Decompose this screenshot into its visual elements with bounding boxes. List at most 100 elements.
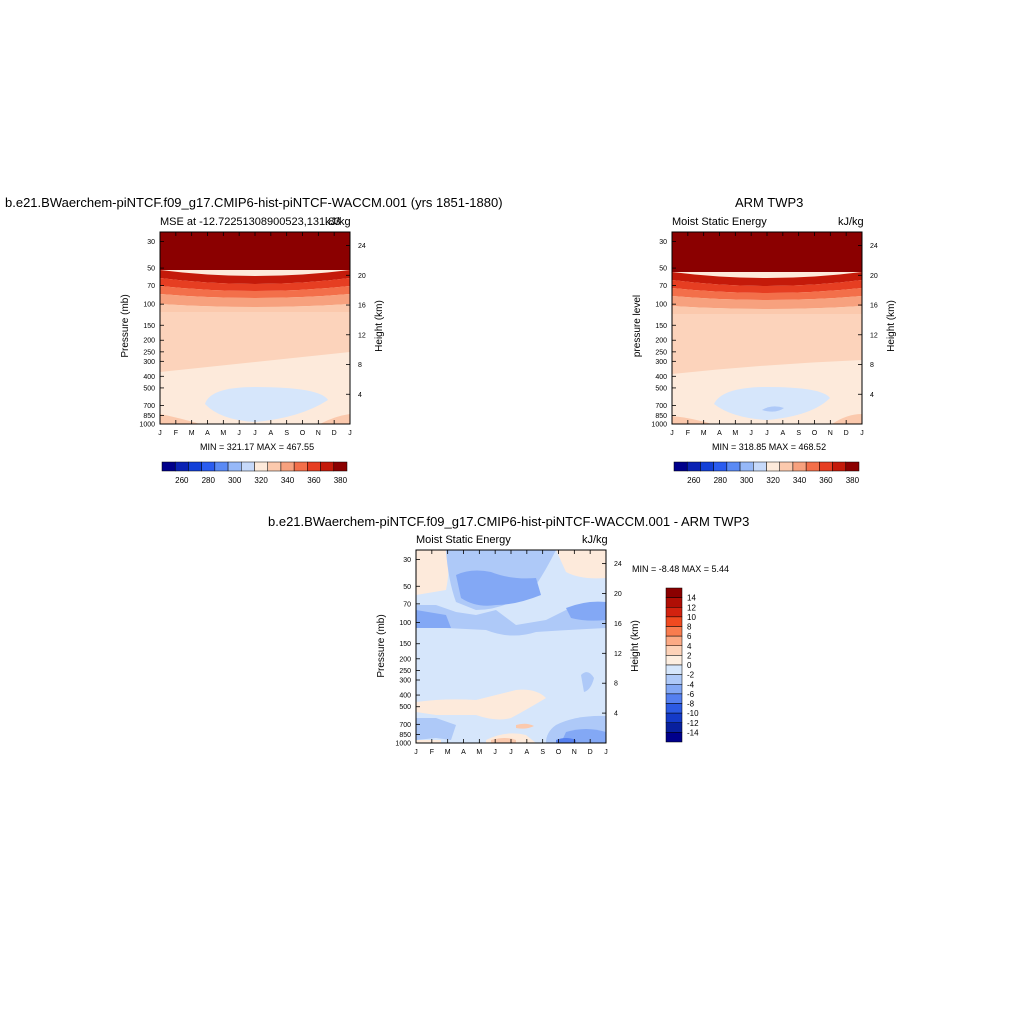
- y-tick-label: 150: [655, 323, 667, 330]
- colorbar-swatch: [792, 461, 807, 472]
- colorbar-label: -14: [687, 728, 699, 737]
- x-tick-label: N: [316, 430, 321, 437]
- x-tick-label: J: [158, 430, 162, 437]
- colorbar-swatch: [665, 693, 683, 704]
- colorbar-label: 10: [687, 613, 696, 622]
- y-tick-label: 250: [143, 349, 155, 356]
- colorbar-swatch: [766, 461, 780, 472]
- panel1-y2label: Height (km): [374, 300, 385, 352]
- x-tick-label: J: [670, 430, 674, 437]
- colorbar-swatch: [161, 461, 176, 472]
- y-tick-label: 150: [399, 641, 411, 648]
- y2-tick-label: 12: [870, 332, 878, 339]
- x-tick-label: N: [828, 430, 833, 437]
- y-tick-label: 200: [399, 656, 411, 663]
- x-tick-label: S: [284, 430, 289, 437]
- y2-tick-label: 12: [358, 332, 366, 339]
- x-tick-label: N: [572, 749, 577, 756]
- y-tick-label: 50: [147, 266, 155, 273]
- colorbar-label: 340: [793, 476, 807, 485]
- colorbar-swatch: [665, 664, 683, 675]
- x-tick-label: M: [476, 749, 482, 756]
- colorbar-swatch: [665, 674, 683, 685]
- x-tick-label: D: [588, 749, 593, 756]
- colorbar-label: 14: [687, 594, 696, 603]
- colorbar-label: 300: [228, 476, 242, 485]
- y-tick-label: 1000: [395, 741, 411, 748]
- panel2-units: kJ/kg: [838, 216, 864, 228]
- colorbar-swatch: [665, 703, 683, 714]
- y-tick-label: 500: [143, 385, 155, 392]
- panel2-left-label: Moist Static Energy: [672, 216, 767, 228]
- y2-tick-label: 4: [614, 711, 618, 718]
- x-tick-label: A: [524, 749, 529, 756]
- y2-tick-label: 24: [614, 561, 622, 568]
- colorbar-swatch: [673, 461, 688, 472]
- colorbar-label: -10: [687, 709, 699, 718]
- colorbar-swatch: [201, 461, 216, 472]
- x-tick-label: O: [812, 430, 818, 437]
- y2-tick-label: 8: [358, 362, 362, 369]
- colorbar-swatch: [739, 461, 754, 472]
- y-tick-label: 100: [399, 620, 411, 627]
- y-tick-label: 30: [403, 557, 411, 564]
- x-tick-label: J: [749, 430, 753, 437]
- y-tick-label: 700: [399, 722, 411, 729]
- colorbar-label: 280: [202, 476, 216, 485]
- x-tick-label: S: [540, 749, 545, 756]
- colorbar-swatch: [665, 597, 683, 608]
- colorbar-label: 4: [687, 642, 692, 651]
- colorbar-label: 380: [334, 476, 348, 485]
- colorbar-label: -6: [687, 690, 695, 699]
- colorbar-swatch: [665, 732, 683, 743]
- colorbar-label: 320: [766, 476, 780, 485]
- panel3-title: b.e21.BWaerchem-piNTCF.f09_g17.CMIP6-his…: [268, 514, 750, 529]
- colorbar-swatch: [665, 635, 683, 646]
- colorbar-swatch: [320, 461, 335, 472]
- colorbar-swatch: [333, 461, 348, 472]
- x-tick-label: J: [348, 430, 352, 437]
- y2-tick-label: 20: [870, 273, 878, 280]
- y-tick-label: 100: [143, 302, 155, 309]
- y-tick-label: 150: [143, 323, 155, 330]
- colorbar-swatch: [832, 461, 847, 472]
- colorbar-label: 300: [740, 476, 754, 485]
- colorbar-swatch: [665, 587, 683, 598]
- x-tick-label: D: [332, 430, 337, 437]
- x-tick-label: M: [732, 430, 738, 437]
- colorbar-label: 6: [687, 632, 692, 641]
- colorbar-label: 260: [687, 476, 701, 485]
- colorbar-swatch: [819, 461, 833, 472]
- y2-tick-label: 4: [358, 392, 362, 399]
- x-tick-label: M: [701, 430, 707, 437]
- panel1-minmax: MIN = 321.17 MAX = 467.55: [200, 442, 315, 452]
- panel3-left-label: Moist Static Energy: [416, 534, 511, 546]
- colorbar-swatch: [805, 461, 820, 472]
- x-tick-label: M: [220, 430, 226, 437]
- y-tick-label: 70: [147, 283, 155, 290]
- colorbar-label: 12: [687, 603, 696, 612]
- y-tick-label: 70: [403, 601, 411, 608]
- panel2-colorbar: 260280300320340360380400: [673, 461, 860, 485]
- colorbar-swatch: [665, 722, 683, 733]
- panel3-units: kJ/kg: [582, 534, 608, 546]
- colorbar-swatch: [665, 655, 683, 666]
- y2-tick-label: 16: [870, 303, 878, 310]
- colorbar-swatch: [665, 607, 683, 618]
- colorbar-swatch: [665, 616, 683, 627]
- panel2-y2label: Height (km): [886, 300, 897, 352]
- x-tick-label: A: [461, 749, 466, 756]
- x-tick-label: J: [237, 430, 241, 437]
- y-tick-label: 500: [655, 385, 667, 392]
- colorbar-label: 320: [254, 476, 268, 485]
- x-tick-label: A: [717, 430, 722, 437]
- y2-tick-label: 20: [614, 591, 622, 598]
- y-tick-label: 850: [399, 732, 411, 739]
- panel1-units: kJ/kg: [325, 216, 351, 228]
- x-tick-label: J: [860, 430, 864, 437]
- colorbar-label: 0: [687, 661, 692, 670]
- y2-tick-label: 24: [870, 243, 878, 250]
- y-tick-label: 700: [655, 403, 667, 410]
- colorbar-label: 380: [846, 476, 860, 485]
